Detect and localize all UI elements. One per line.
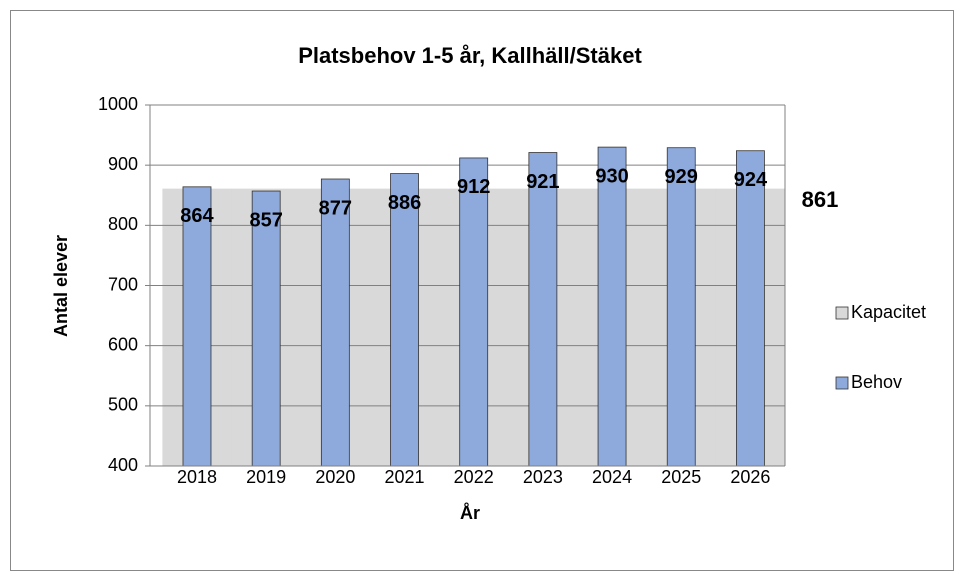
x-tick-label: 2018 xyxy=(177,467,217,487)
data-label: 912 xyxy=(457,176,490,198)
y-tick-label: 800 xyxy=(108,214,138,234)
bar xyxy=(320,178,350,467)
data-label: 864 xyxy=(180,205,214,227)
y-tick-label: 500 xyxy=(108,395,138,415)
y-tick-label: 1000 xyxy=(98,94,138,114)
y-tick-label: 600 xyxy=(108,334,138,354)
legend-swatch xyxy=(835,376,849,390)
bar xyxy=(736,150,765,467)
data-label: 861 xyxy=(802,187,839,212)
y-tick-label: 400 xyxy=(108,455,138,475)
bar xyxy=(666,147,696,467)
bar xyxy=(528,152,558,467)
x-tick-label: 2022 xyxy=(454,467,494,487)
x-tick-label: 2025 xyxy=(661,467,701,487)
x-axis-title: År xyxy=(460,503,480,523)
bar xyxy=(251,190,281,467)
data-label: 930 xyxy=(595,165,628,187)
x-tick-label: 2026 xyxy=(730,467,770,487)
bar xyxy=(390,173,419,467)
y-tick-label: 700 xyxy=(108,274,138,294)
data-label: 924 xyxy=(734,169,768,191)
data-label: 929 xyxy=(665,166,698,188)
x-tick-label: 2023 xyxy=(523,467,563,487)
data-label: 886 xyxy=(388,192,421,214)
x-tick-label: 2021 xyxy=(384,467,424,487)
data-label: 921 xyxy=(526,171,559,193)
legend-label: Behov xyxy=(851,372,902,392)
y-tick-label: 900 xyxy=(108,154,138,174)
bar xyxy=(459,157,489,467)
x-tick-label: 2024 xyxy=(592,467,632,487)
y-axis-title: Antal elever xyxy=(51,235,71,337)
legend-swatch xyxy=(835,306,849,320)
bar xyxy=(597,146,627,467)
x-tick-label: 2020 xyxy=(315,467,355,487)
bar xyxy=(182,186,212,467)
data-label: 857 xyxy=(249,209,282,231)
data-label: 877 xyxy=(319,197,352,219)
x-tick-label: 2019 xyxy=(246,467,286,487)
legend-label: Kapacitet xyxy=(851,302,926,322)
chart-title: Platsbehov 1-5 år, Kallhäll/Stäket xyxy=(298,43,642,68)
